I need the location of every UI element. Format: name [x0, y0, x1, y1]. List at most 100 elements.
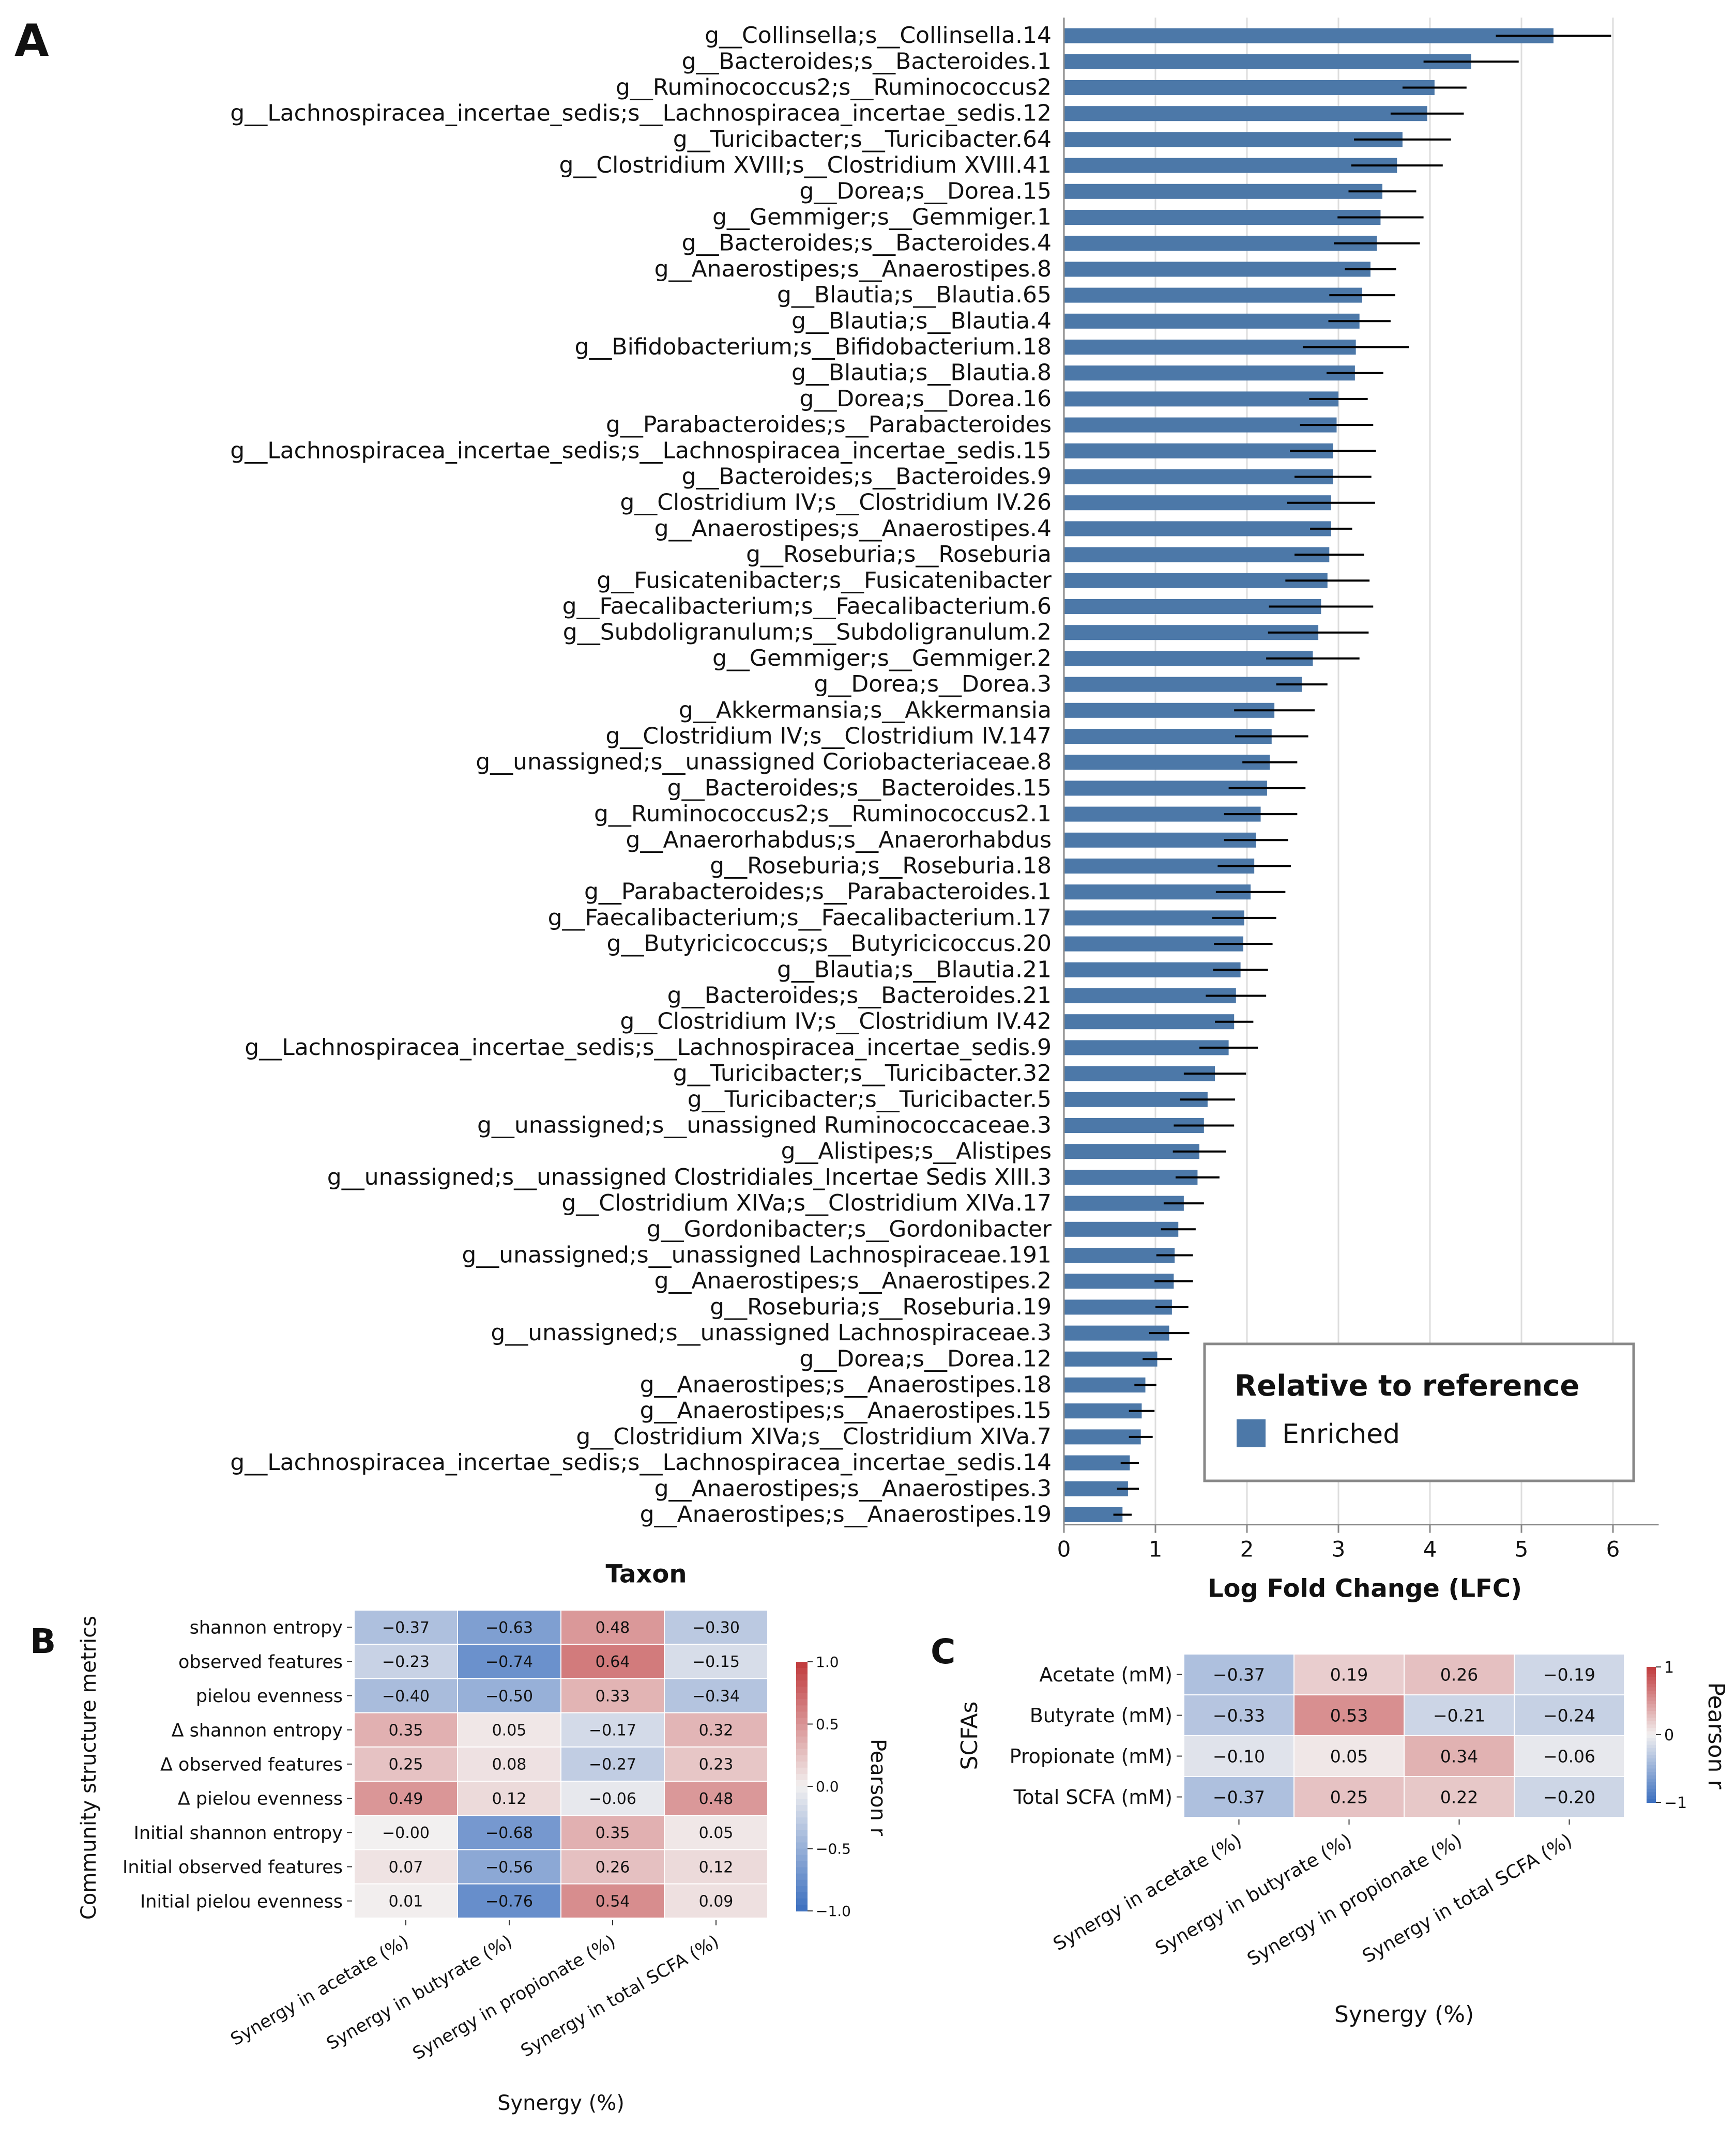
- taxon-label: g__Bacteroides;s__Bacteroides.21: [667, 983, 1052, 1009]
- taxon-label: g__unassigned;s__unassigned Ruminococcac…: [477, 1112, 1052, 1139]
- bar: [1064, 313, 1360, 329]
- row-label: Initial observed features: [123, 1857, 343, 1878]
- taxon-label: g__Clostridium XIVa;s__Clostridium XIVa.…: [561, 1190, 1052, 1216]
- colorbar-segment: [796, 1879, 808, 1887]
- taxon-label: g__Anaerostipes;s__Anaerostipes.15: [640, 1398, 1052, 1424]
- col-label: Synergy in butyrate (%): [323, 1931, 516, 2054]
- bar: [1064, 443, 1333, 458]
- heatmap-cell: [457, 1883, 561, 1919]
- taxon-label: g__unassigned;s__unassigned Coriobacteri…: [476, 749, 1052, 775]
- cell-value: 0.35: [389, 1722, 423, 1740]
- heatmap-cell: [1183, 1735, 1295, 1777]
- heatmap-cell: [560, 1644, 665, 1679]
- heatmap-cell: [1293, 1735, 1405, 1777]
- bar: [1064, 469, 1333, 484]
- cell-value: 0.08: [492, 1756, 527, 1774]
- colorbar-segment: [1647, 1694, 1656, 1698]
- cell-value: 0.33: [596, 1687, 630, 1705]
- bar: [1064, 521, 1331, 537]
- colorbar-segment: [1647, 1707, 1656, 1712]
- x-tick-label: 4: [1423, 1537, 1437, 1562]
- taxon-label: g__Parabacteroides;s__Parabacteroides: [606, 411, 1052, 438]
- x-tick-label: 0: [1057, 1537, 1071, 1562]
- colorbar-segment: [796, 1867, 808, 1874]
- taxon-label: g__Fusicatenibacter;s__Fusicatenibacter: [597, 567, 1052, 593]
- bar: [1064, 106, 1427, 121]
- taxon-label: g__Bacteroides;s__Bacteroides.1: [682, 48, 1052, 74]
- taxon-label: g__Subdoligranulum;s__Subdoligranulum.2: [563, 619, 1052, 646]
- cell-value: −0.00: [382, 1824, 430, 1842]
- colorbar-segment: [796, 1861, 808, 1868]
- bar: [1064, 495, 1331, 511]
- taxon-label: g__Collinsella;s__Collinsella.14: [705, 22, 1052, 49]
- cell-value: 0.25: [1330, 1787, 1368, 1807]
- taxon-label: g__Blautia;s__Blautia.4: [791, 308, 1052, 334]
- cell-value: −0.40: [382, 1687, 430, 1705]
- cell-value: −0.24: [1543, 1705, 1595, 1725]
- taxon-label: g__Clostridium IV;s__Clostridium IV.26: [620, 489, 1052, 516]
- cell-value: −0.37: [1213, 1664, 1265, 1685]
- heatmap-cell: [457, 1815, 561, 1850]
- heatmap-cell: [560, 1610, 665, 1645]
- taxon-label: g__Anaerostipes;s__Anaerostipes.4: [654, 515, 1052, 542]
- colorbar-segment: [796, 1873, 808, 1880]
- colorbar-segment: [796, 1718, 808, 1725]
- cell-value: 0.34: [1440, 1746, 1478, 1766]
- col-label: Synergy in total SCFA (%): [517, 1931, 723, 2061]
- cell-value: −0.30: [692, 1619, 740, 1637]
- cell-value: 0.64: [596, 1653, 630, 1671]
- colorbar-segment: [796, 1836, 808, 1843]
- heatmap-cell: [1514, 1735, 1625, 1777]
- colorbar-segment: [1647, 1690, 1656, 1695]
- heatmap-cell: [664, 1781, 768, 1816]
- bar: [1064, 391, 1338, 407]
- colorbar-segment: [1647, 1785, 1656, 1789]
- cell-value: −0.17: [589, 1722, 636, 1740]
- colorbar-segment: [796, 1904, 808, 1911]
- colorbar-segment: [1647, 1751, 1656, 1756]
- taxon-label: g__Alistipes;s__Alistipes: [781, 1138, 1052, 1165]
- x-tick-label: 5: [1515, 1537, 1529, 1562]
- taxon-label: g__Anaerostipes;s__Anaerostipes.2: [654, 1268, 1052, 1294]
- cell-value: 0.48: [596, 1619, 630, 1637]
- colorbar-segment: [796, 1668, 808, 1675]
- taxon-label: g__Dorea;s__Dorea.15: [799, 178, 1052, 204]
- taxon-label: g__Lachnospiracea_incertae_sedis;s__Lach…: [230, 437, 1052, 464]
- colorbar-segment: [1647, 1765, 1656, 1769]
- taxon-label: g__Bacteroides;s__Bacteroides.9: [682, 464, 1052, 490]
- taxon-label: g__Anaerostipes;s__Anaerostipes.3: [654, 1475, 1052, 1502]
- taxon-label: g__Lachnospiracea_incertae_sedis;s__Lach…: [230, 1449, 1052, 1476]
- bar: [1064, 1507, 1123, 1522]
- heatmap-cell: [664, 1610, 768, 1645]
- cell-value: −0.68: [485, 1824, 533, 1842]
- colorbar-segment: [796, 1811, 808, 1818]
- cell-value: −0.33: [1213, 1705, 1265, 1725]
- taxon-label: g__Clostridium IV;s__Clostridium IV.147: [605, 723, 1052, 749]
- cell-value: 0.01: [389, 1893, 423, 1911]
- cell-value: −0.34: [692, 1687, 740, 1705]
- row-label: Δ shannon entropy: [172, 1720, 343, 1741]
- bar: [1064, 936, 1243, 952]
- cell-value: 0.54: [596, 1893, 630, 1911]
- cell-value: −0.06: [1543, 1746, 1595, 1766]
- bar: [1064, 962, 1241, 977]
- colorbar-segment: [796, 1830, 808, 1837]
- colorbar-label: Pearson r: [866, 1739, 890, 1836]
- taxon-label: g__Blautia;s__Blautia.8: [791, 360, 1052, 386]
- colorbar-segment: [1647, 1762, 1656, 1766]
- taxon-label: g__Faecalibacterium;s__Faecalibacterium.…: [562, 593, 1052, 620]
- row-label: Initial pielou evenness: [140, 1891, 343, 1912]
- row-label: pielou evenness: [196, 1686, 343, 1707]
- taxon-label: g__Parabacteroides;s__Parabacteroides.1: [584, 879, 1052, 905]
- bar: [1064, 132, 1403, 147]
- heatmap-cell: [1183, 1694, 1295, 1736]
- cell-value: −0.37: [382, 1619, 430, 1637]
- panel-letter-a: A: [14, 15, 49, 67]
- colorbar-tick-label: 0.5: [816, 1716, 839, 1733]
- cell-value: 0.53: [1330, 1705, 1368, 1725]
- cell-value: 0.09: [699, 1893, 734, 1911]
- colorbar-segment: [796, 1855, 808, 1862]
- heatmap-cell: [560, 1883, 665, 1919]
- colorbar-segment: [1647, 1724, 1656, 1728]
